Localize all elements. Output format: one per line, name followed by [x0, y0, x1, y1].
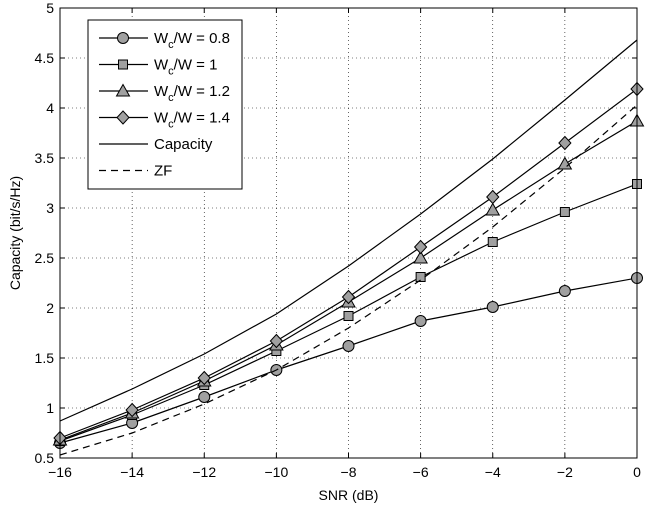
- data-point: [486, 189, 500, 205]
- data-point: [341, 289, 356, 305]
- y-tick-label: 4: [46, 100, 54, 116]
- y-tick-label: 5: [46, 0, 54, 16]
- legend-marker: [117, 32, 129, 44]
- legend-label: Wc/W = 0.8: [154, 30, 230, 51]
- y-tick-label: 2: [46, 300, 54, 316]
- series-3: [53, 81, 644, 446]
- data-point: [487, 237, 498, 247]
- legend-label: ZF: [154, 163, 172, 180]
- x-tick-label: −14: [120, 464, 144, 480]
- x-tick-label: −16: [48, 464, 72, 480]
- data-point: [343, 311, 354, 321]
- data-point: [413, 250, 428, 264]
- legend-marker: [116, 110, 130, 125]
- y-tick-label: 2.5: [35, 250, 55, 266]
- series-0: [54, 272, 643, 449]
- data-point: [485, 202, 501, 216]
- x-tick-label: −4: [485, 464, 501, 480]
- y-tick-label: 1: [46, 400, 54, 416]
- legend-box: [87, 19, 243, 190]
- data-point: [558, 285, 571, 297]
- x-tick-label: −10: [265, 464, 289, 480]
- data-point: [269, 333, 284, 349]
- x-tick-label: −8: [341, 464, 357, 480]
- legend-entry: Capacity: [99, 136, 213, 153]
- x-tick-label: −6: [413, 464, 429, 480]
- y-axis-label: Capacity (bit/s/Hz): [7, 176, 23, 290]
- x-tick-label: −2: [557, 464, 573, 480]
- legend-entry: Wc/W = 1.4: [99, 110, 230, 131]
- series-line: [59, 39, 638, 422]
- legend-entry: Wc/W = 1: [99, 57, 217, 78]
- data-point: [197, 370, 211, 386]
- data-point: [558, 135, 572, 151]
- data-point: [413, 239, 428, 255]
- legend-label: Capacity: [154, 136, 213, 153]
- ticks: [59, 7, 638, 459]
- x-tick-label: 0: [633, 464, 641, 480]
- y-tick-label: 4.5: [35, 50, 55, 66]
- legend-label: Wc/W = 1.2: [154, 83, 230, 104]
- legend-marker: [115, 83, 131, 97]
- data-point: [557, 156, 573, 170]
- data-point: [559, 207, 570, 217]
- y-tick-label: 0.5: [35, 450, 55, 466]
- data-point: [198, 391, 211, 403]
- legend-entry: ZF: [99, 163, 172, 180]
- legend-label: Wc/W = 1: [154, 57, 217, 78]
- data-point: [342, 340, 355, 352]
- x-tick-label: −12: [192, 464, 216, 480]
- y-tick-label: 3.5: [35, 150, 55, 166]
- data-point: [125, 402, 139, 418]
- series-line: [59, 104, 638, 456]
- legend-entry: Wc/W = 0.8: [99, 30, 230, 51]
- series-5: [59, 104, 638, 456]
- legend-entry: Wc/W = 1.2: [99, 83, 230, 104]
- y-tick-label: 1.5: [35, 350, 55, 366]
- x-axis-label: SNR (dB): [319, 487, 379, 503]
- data-point: [414, 315, 427, 327]
- legend: Wc/W = 0.8 Wc/W = 1 Wc/W = 1.2 Wc/W = 1.4 Ca…: [87, 19, 243, 190]
- legend-marker: [118, 59, 128, 70]
- tick-labels: −16 −14 −12 −10 −8 −6 −4 −2 0 0.5 1 1.5 2 2.5 3 3.5 4 4.5…: [35, 0, 642, 480]
- data-point: [486, 301, 499, 313]
- y-tick-label: 3: [46, 200, 54, 216]
- series-4: [59, 39, 638, 422]
- legend-label: Wc/W = 1.4: [154, 110, 230, 131]
